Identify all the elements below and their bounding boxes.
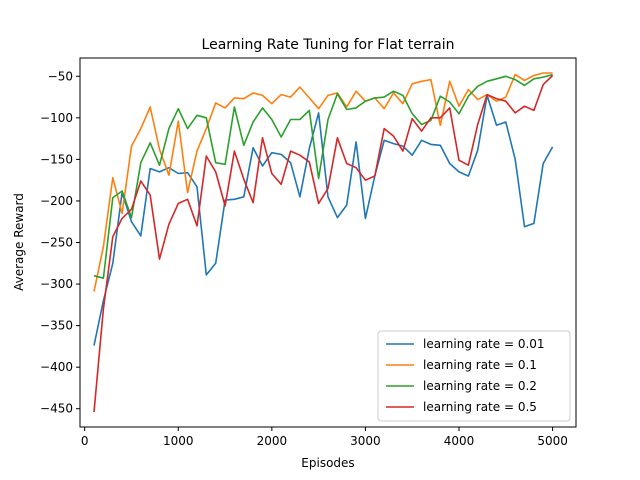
x-tick-label: 2000: [257, 434, 288, 448]
legend: learning rate = 0.01 learning rate = 0.1 l…: [377, 330, 571, 422]
x-tick-label: 5000: [537, 434, 568, 448]
chart-title: Learning Rate Tuning for Flat terrain: [202, 37, 455, 53]
legend-label: learning rate = 0.01: [423, 337, 545, 351]
legend-label: learning rate = 0.1: [423, 358, 537, 372]
y-tick-label: −100: [40, 111, 73, 125]
y-tick-label: −400: [40, 360, 73, 374]
legend-label: learning rate = 0.2: [423, 379, 537, 393]
x-tick-label: 3000: [350, 434, 381, 448]
series-line-3: [93, 73, 553, 280]
x-tick-label: 1000: [163, 434, 194, 448]
y-tick-label: −200: [40, 194, 73, 208]
y-tick-label: −250: [40, 236, 73, 250]
y-tick-label: −50: [48, 69, 73, 83]
series-layer: [93, 72, 554, 413]
y-tick-label: −450: [40, 402, 73, 416]
x-axis: 0 1000 2000 3000 4000 5000: [81, 427, 568, 448]
series-line-4: [93, 74, 554, 413]
x-tick-label: 4000: [444, 434, 475, 448]
x-axis-label: Episodes: [301, 456, 354, 470]
y-axis-label: Average Reward: [12, 193, 26, 291]
x-tick-label: 0: [81, 434, 89, 448]
series-line-2: [93, 72, 553, 292]
y-tick-label: −350: [40, 319, 73, 333]
y-tick-label: −300: [40, 277, 73, 291]
series-line-1: [93, 94, 554, 346]
y-tick-label: −150: [40, 152, 73, 166]
legend-box: [377, 330, 571, 422]
y-axis: −450 −400 −350 −300 −250 −200 −150 −100 −50: [40, 69, 80, 416]
legend-label: learning rate = 0.5: [423, 400, 537, 414]
